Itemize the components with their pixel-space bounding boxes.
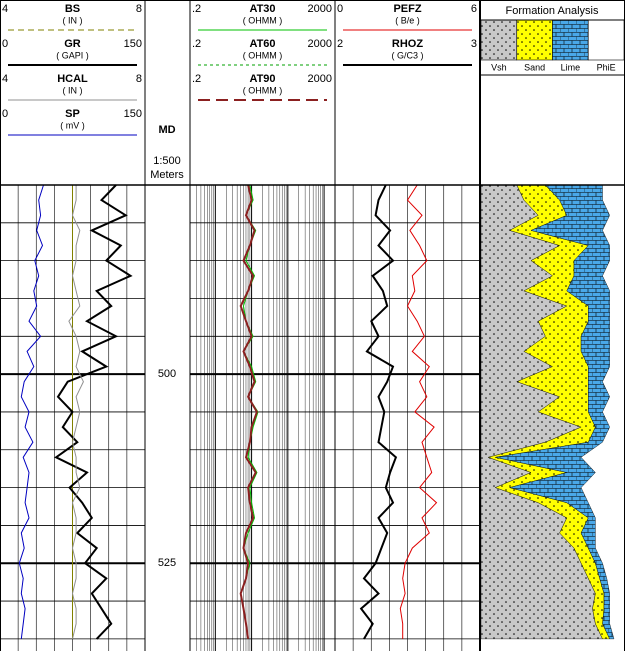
scale-left: 4 <box>2 73 8 85</box>
depth-tick-label: 500 <box>158 368 176 380</box>
legend-swatch <box>552 19 589 61</box>
depth-scale: 1:500 <box>153 155 181 167</box>
lithology-area <box>495 184 615 640</box>
legend-label: Lime <box>561 62 581 72</box>
legend-label: Vsh <box>491 62 507 72</box>
curve <box>68 185 84 640</box>
scale-left: 0 <box>2 108 8 120</box>
scale-right: 8 <box>136 73 142 85</box>
scale-right: 150 <box>124 108 142 120</box>
curve-name: AT30 <box>249 3 275 15</box>
depth-label: MD <box>158 124 175 136</box>
scale-right: 2000 <box>308 3 332 15</box>
legend-swatch <box>480 19 518 61</box>
scale-right: 6 <box>471 3 477 15</box>
legend-label: PhiE <box>597 62 616 72</box>
scale-left: 4 <box>2 3 8 15</box>
legend-swatch <box>516 19 553 61</box>
curve-name: RHOZ <box>392 38 423 50</box>
scale-left: .2 <box>192 73 201 85</box>
curve-unit: ( OHMM ) <box>243 50 283 60</box>
scale-left: 0 <box>337 3 343 15</box>
curve-unit: ( OHMM ) <box>243 85 283 95</box>
scale-left: .2 <box>192 38 201 50</box>
curve <box>399 184 438 639</box>
curve <box>239 184 258 640</box>
legend-swatch <box>587 19 625 61</box>
curve-name: BS <box>65 3 80 15</box>
depth-tick-label: 525 <box>158 557 176 569</box>
depth-units: Meters <box>150 169 184 181</box>
scale-right: 8 <box>136 3 142 15</box>
curve-name: PEFZ <box>393 3 421 15</box>
curve-unit: ( OHMM ) <box>243 15 283 25</box>
curve <box>54 184 133 640</box>
curve-name: AT60 <box>249 38 275 50</box>
curve <box>18 184 44 639</box>
curve-name: AT90 <box>249 73 275 85</box>
curve-name: HCAL <box>57 73 88 85</box>
formation-title: Formation Analysis <box>506 5 599 17</box>
curve <box>240 184 259 639</box>
scale-left: 2 <box>337 38 343 50</box>
curve-unit: ( G/C3 ) <box>391 50 423 60</box>
scale-right: 2000 <box>308 38 332 50</box>
scale-right: 150 <box>124 38 142 50</box>
scale-right: 3 <box>471 38 477 50</box>
curve-unit: ( IN ) <box>63 85 83 95</box>
curve-unit: ( IN ) <box>63 15 83 25</box>
scale-right: 2000 <box>308 73 332 85</box>
curve-unit: ( mV ) <box>60 120 85 130</box>
curve-name: SP <box>65 108 80 120</box>
curve-unit: ( B/e ) <box>395 15 420 25</box>
curve-unit: ( GAPI ) <box>56 50 89 60</box>
curve <box>359 184 398 640</box>
scale-left: .2 <box>192 3 201 15</box>
curve-name: GR <box>64 38 81 50</box>
scale-left: 0 <box>2 38 8 50</box>
legend-label: Sand <box>524 62 545 72</box>
